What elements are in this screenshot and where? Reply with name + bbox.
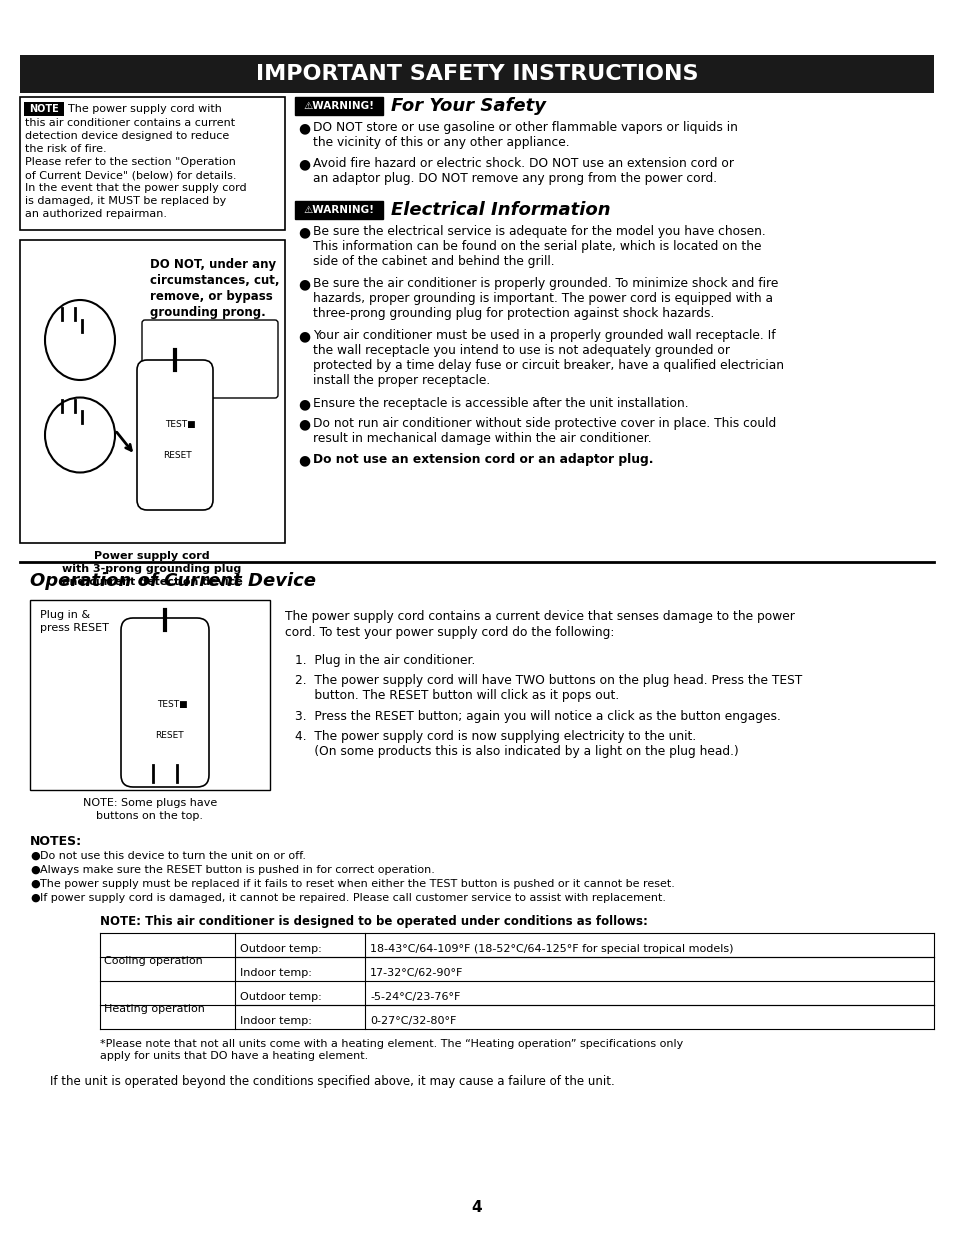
Text: 4.  The power supply cord is now supplying electricity to the unit.
     (On som: 4. The power supply cord is now supplyin… — [294, 730, 738, 758]
Text: Ensure the receptacle is accessible after the unit installation.: Ensure the receptacle is accessible afte… — [313, 396, 688, 410]
Text: ●: ● — [297, 396, 310, 411]
Text: detection device designed to reduce: detection device designed to reduce — [25, 131, 229, 141]
Ellipse shape — [45, 398, 115, 473]
Text: DO NOT, under any: DO NOT, under any — [150, 258, 275, 270]
FancyBboxPatch shape — [137, 359, 213, 510]
Text: Always make sure the RESET button is pushed in for correct operation.: Always make sure the RESET button is pus… — [40, 864, 435, 876]
Text: RESET: RESET — [163, 451, 192, 459]
Text: Do not use an extension cord or an adaptor plug.: Do not use an extension cord or an adapt… — [313, 453, 653, 466]
Text: 0-27°C/32-80°F: 0-27°C/32-80°F — [370, 1016, 456, 1026]
Text: and current detection device: and current detection device — [62, 577, 242, 587]
Text: NOTE: NOTE — [30, 104, 59, 114]
Text: TEST■: TEST■ — [157, 700, 188, 709]
FancyBboxPatch shape — [294, 201, 382, 219]
Text: ⚠WARNING!: ⚠WARNING! — [303, 101, 375, 111]
FancyBboxPatch shape — [121, 618, 209, 787]
FancyBboxPatch shape — [142, 320, 277, 398]
Text: Be sure the air conditioner is properly grounded. To minimize shock and fire
haz: Be sure the air conditioner is properly … — [313, 277, 778, 320]
Text: Your air conditioner must be used in a properly grounded wall receptacle. If
the: Your air conditioner must be used in a p… — [313, 329, 783, 387]
Text: If the unit is operated beyond the conditions specified above, it may cause a fa: If the unit is operated beyond the condi… — [50, 1074, 614, 1088]
Text: NOTES:: NOTES: — [30, 835, 82, 848]
Text: Outdoor temp:: Outdoor temp: — [240, 992, 321, 1002]
Text: 18-43°C/64-109°F (18-52°C/64-125°F for special tropical models): 18-43°C/64-109°F (18-52°C/64-125°F for s… — [370, 944, 733, 953]
Text: ●: ● — [30, 851, 40, 861]
Text: grounding prong.: grounding prong. — [150, 306, 266, 319]
Text: ●: ● — [297, 453, 310, 467]
Text: is damaged, it MUST be replaced by: is damaged, it MUST be replaced by — [25, 196, 226, 206]
Text: of Current Device" (below) for details.: of Current Device" (below) for details. — [25, 170, 236, 180]
Text: Cooling operation: Cooling operation — [104, 956, 203, 966]
Text: circumstances, cut,: circumstances, cut, — [150, 274, 279, 287]
FancyBboxPatch shape — [24, 103, 64, 116]
Text: NOTE: This air conditioner is designed to be operated under conditions as follow: NOTE: This air conditioner is designed t… — [100, 915, 647, 927]
Text: ●: ● — [297, 225, 310, 240]
Text: cord. To test your power supply cord do the following:: cord. To test your power supply cord do … — [285, 626, 614, 638]
Text: ●: ● — [30, 864, 40, 876]
Text: For Your Safety: For Your Safety — [391, 98, 545, 115]
Text: ●: ● — [297, 277, 310, 291]
Text: press RESET: press RESET — [40, 622, 109, 634]
Text: Heating operation: Heating operation — [104, 1004, 205, 1014]
Text: 1.  Plug in the air conditioner.: 1. Plug in the air conditioner. — [294, 655, 475, 667]
Text: ●: ● — [297, 417, 310, 431]
FancyBboxPatch shape — [30, 600, 270, 790]
FancyBboxPatch shape — [20, 240, 285, 543]
Text: IMPORTANT SAFETY INSTRUCTIONS: IMPORTANT SAFETY INSTRUCTIONS — [255, 64, 698, 84]
Text: Power supply cord: Power supply cord — [94, 551, 210, 561]
Text: an authorized repairman.: an authorized repairman. — [25, 209, 167, 219]
Text: ●: ● — [297, 329, 310, 343]
Text: Indoor temp:: Indoor temp: — [240, 968, 312, 978]
Text: ⚠WARNING!: ⚠WARNING! — [303, 205, 375, 215]
Text: RESET: RESET — [154, 730, 183, 740]
Text: Do not use this device to turn the unit on or off.: Do not use this device to turn the unit … — [40, 851, 306, 861]
Text: Operation of Current Device: Operation of Current Device — [30, 572, 315, 590]
Text: NOTE: Some plugs have: NOTE: Some plugs have — [83, 798, 217, 808]
Text: The power supply cord with: The power supply cord with — [68, 104, 222, 114]
Text: Please refer to the section "Operation: Please refer to the section "Operation — [25, 157, 235, 167]
Text: the risk of fire.: the risk of fire. — [25, 144, 107, 154]
Text: Plug in &: Plug in & — [40, 610, 90, 620]
Text: ●: ● — [30, 879, 40, 889]
Text: *Please note that not all units come with a heating element. The “Heating operat: *Please note that not all units come wit… — [100, 1039, 682, 1061]
Text: Avoid fire hazard or electric shock. DO NOT use an extension cord or
an adaptor : Avoid fire hazard or electric shock. DO … — [313, 157, 733, 185]
FancyBboxPatch shape — [20, 56, 933, 93]
Text: Do not run air conditioner without side protective cover in place. This could
re: Do not run air conditioner without side … — [313, 417, 776, 445]
Text: Indoor temp:: Indoor temp: — [240, 1016, 312, 1026]
Text: The power supply must be replaced if it fails to reset when either the TEST butt: The power supply must be replaced if it … — [40, 879, 674, 889]
Text: 2.  The power supply cord will have TWO buttons on the plug head. Press the TEST: 2. The power supply cord will have TWO b… — [294, 674, 801, 701]
FancyBboxPatch shape — [294, 98, 382, 115]
Text: DO NOT store or use gasoline or other flammable vapors or liquids in
the vicinit: DO NOT store or use gasoline or other fl… — [313, 121, 737, 149]
Text: Outdoor temp:: Outdoor temp: — [240, 944, 321, 953]
FancyBboxPatch shape — [20, 98, 285, 230]
Text: 17-32°C/62-90°F: 17-32°C/62-90°F — [370, 968, 463, 978]
Text: ●: ● — [297, 121, 310, 135]
Ellipse shape — [45, 300, 115, 380]
Text: ●: ● — [30, 893, 40, 903]
Text: 4: 4 — [471, 1200, 482, 1215]
Text: TEST■: TEST■ — [165, 420, 195, 430]
Text: If power supply cord is damaged, it cannot be repaired. Please call customer ser: If power supply cord is damaged, it cann… — [40, 893, 665, 903]
Text: Be sure the electrical service is adequate for the model you have chosen.
This i: Be sure the electrical service is adequa… — [313, 225, 765, 268]
Text: buttons on the top.: buttons on the top. — [96, 811, 203, 821]
Text: In the event that the power supply cord: In the event that the power supply cord — [25, 183, 247, 193]
Text: 3.  Press the RESET button; again you will notice a click as the button engages.: 3. Press the RESET button; again you wil… — [294, 710, 781, 722]
Text: Electrical Information: Electrical Information — [391, 201, 610, 219]
Text: this air conditioner contains a current: this air conditioner contains a current — [25, 119, 234, 128]
Text: ●: ● — [297, 157, 310, 170]
Text: The power supply cord contains a current device that senses damage to the power: The power supply cord contains a current… — [285, 610, 794, 622]
Text: remove, or bypass: remove, or bypass — [150, 290, 273, 303]
Text: -5-24°C/23-76°F: -5-24°C/23-76°F — [370, 992, 460, 1002]
Text: with 3-prong grounding plug: with 3-prong grounding plug — [62, 564, 241, 574]
